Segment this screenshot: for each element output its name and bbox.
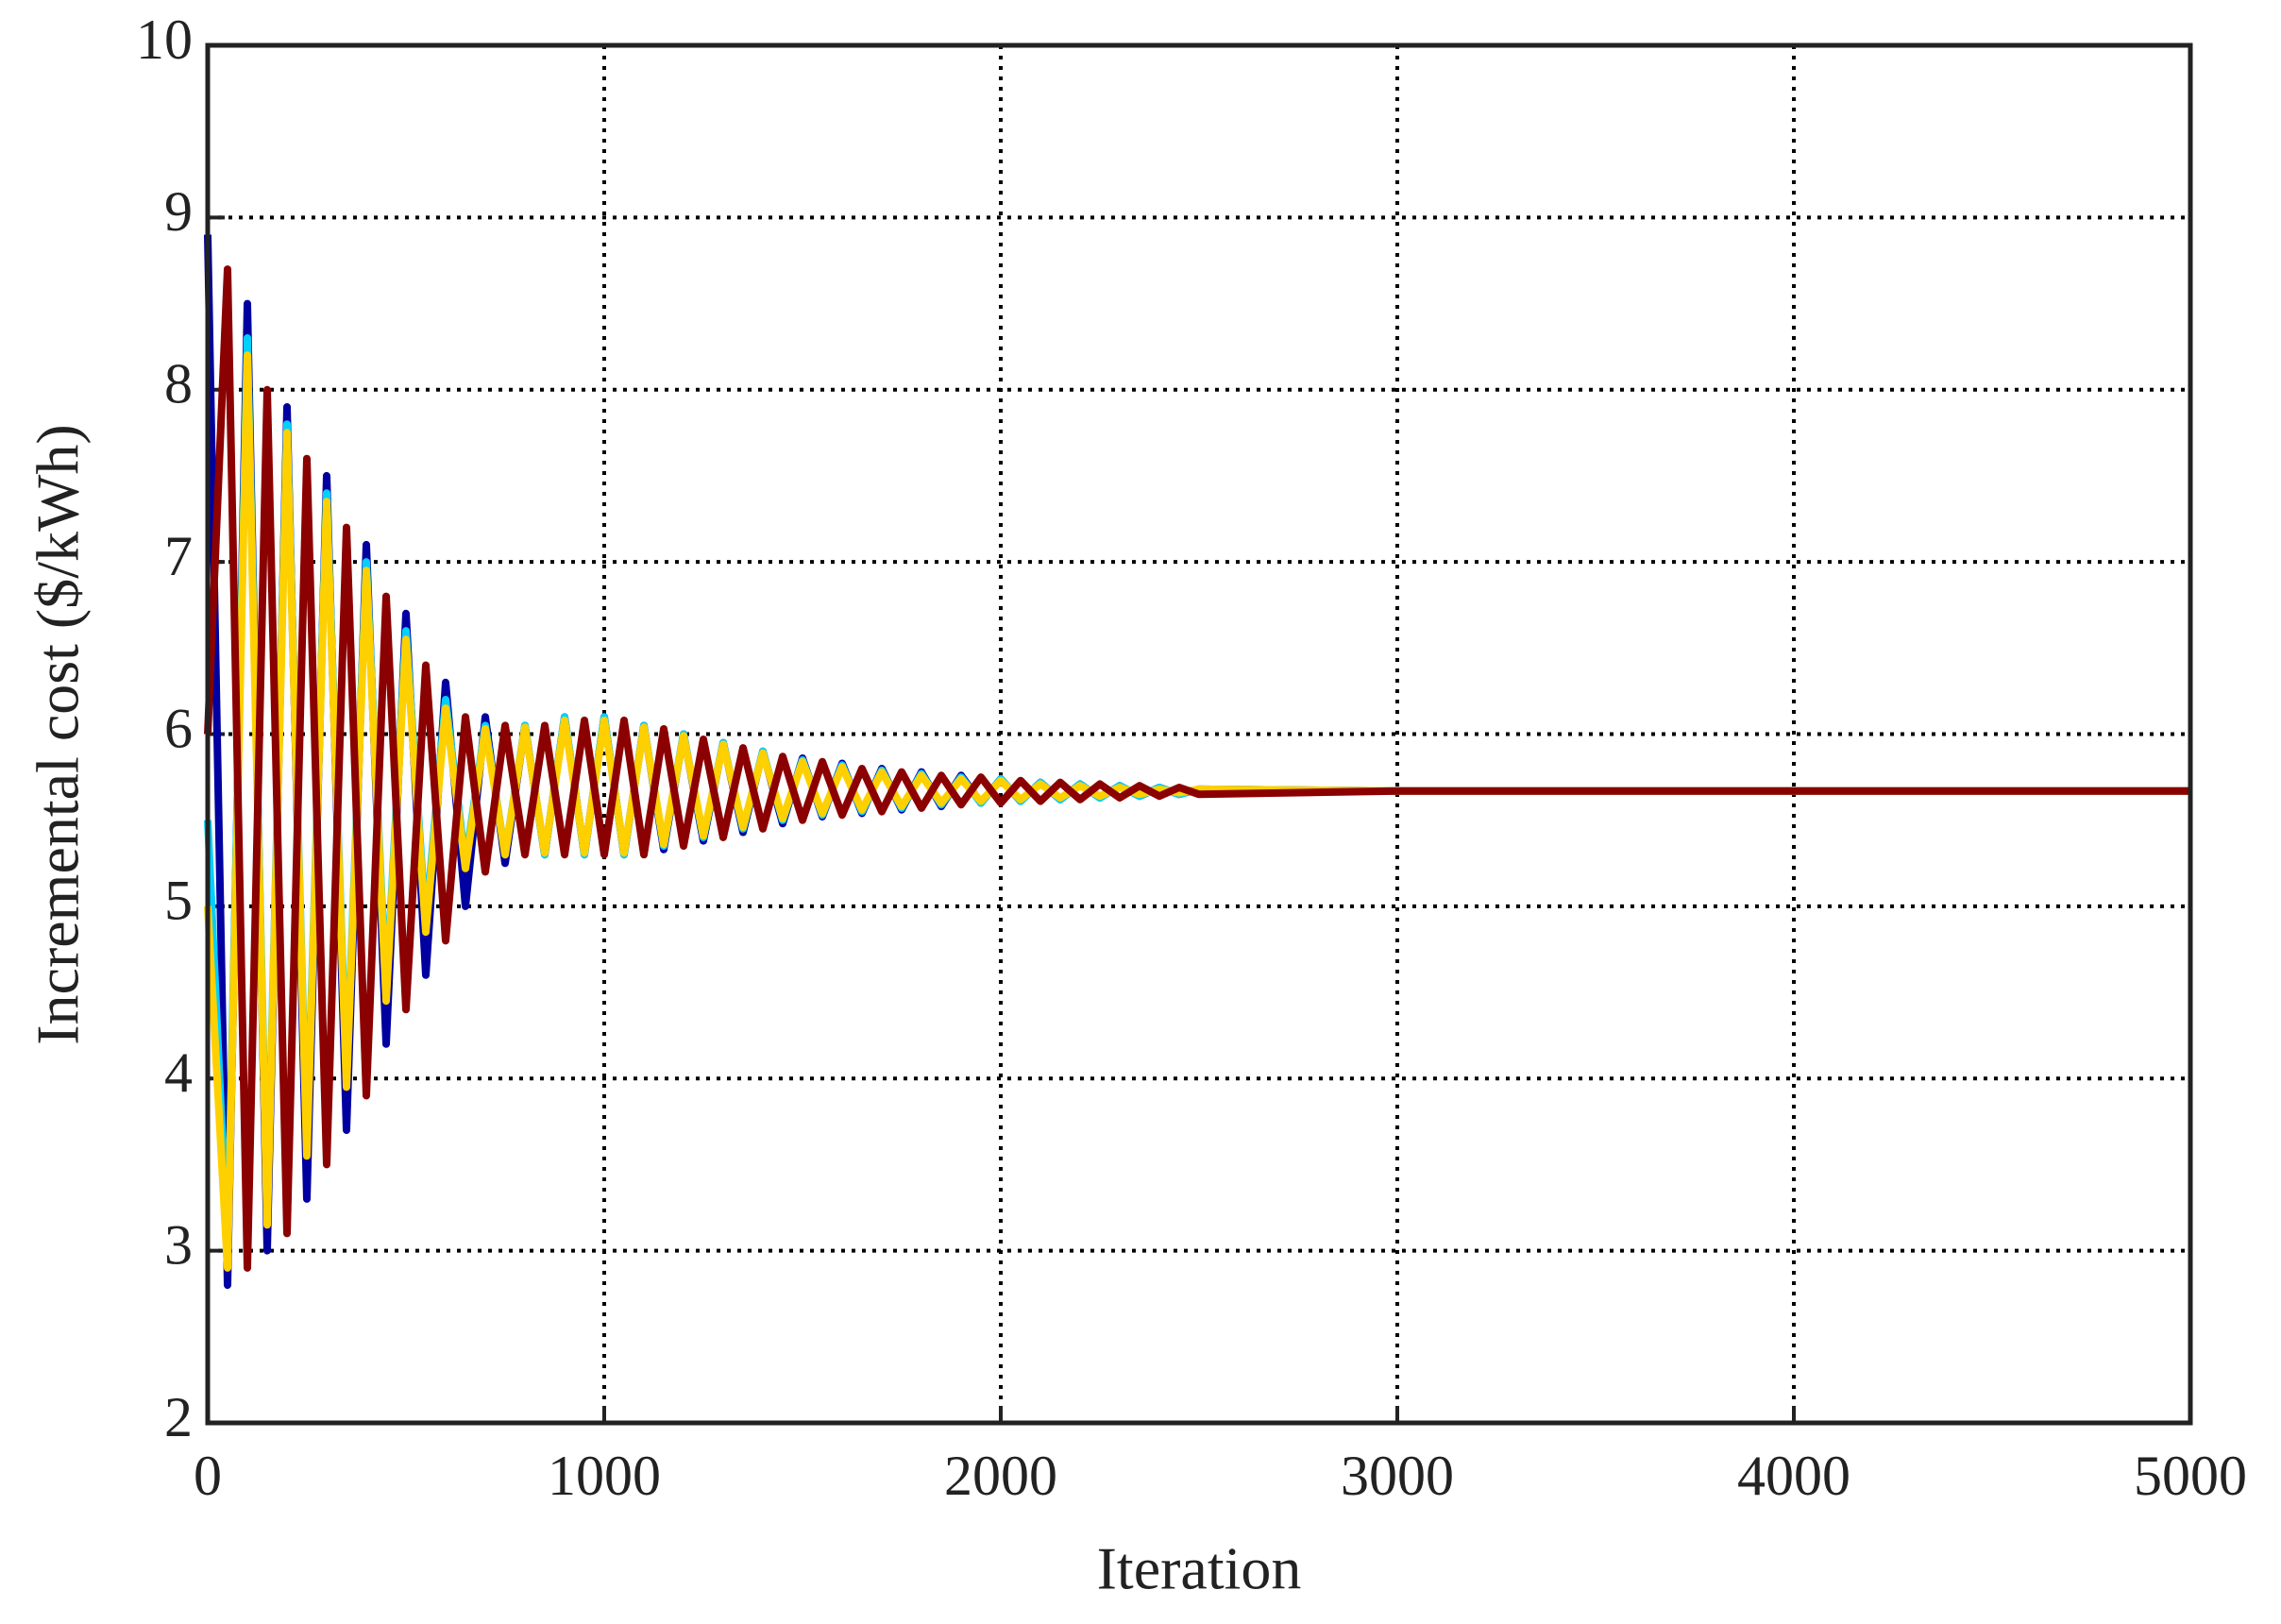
x-tick-label: 1000 (548, 1445, 661, 1507)
x-axis-label: Iteration (1097, 1535, 1302, 1602)
y-axis-label: Incremental cost ($/kWh) (25, 424, 92, 1045)
x-tick-label: 0 (194, 1445, 222, 1507)
x-tick-label: 5000 (2134, 1445, 2247, 1507)
y-tick-label: 4 (164, 1041, 193, 1104)
x-tick-label: 2000 (944, 1445, 1057, 1507)
y-tick-label: 9 (164, 180, 193, 243)
series-line (204, 234, 2190, 1290)
y-tick-label: 6 (164, 697, 193, 759)
x-tick-label: 3000 (1341, 1445, 1454, 1507)
y-tick-label: 7 (164, 525, 193, 587)
y-tick-label: 5 (164, 870, 193, 932)
y-tick-label: 2 (164, 1386, 193, 1448)
y-tick-label: 10 (136, 8, 193, 71)
x-tick-label: 4000 (1737, 1445, 1850, 1507)
y-tick-label: 8 (164, 353, 193, 415)
plot-frame (205, 42, 2193, 1426)
series-line (204, 265, 2190, 1272)
series-line (204, 351, 2190, 1272)
y-tick-label: 3 (164, 1213, 193, 1276)
